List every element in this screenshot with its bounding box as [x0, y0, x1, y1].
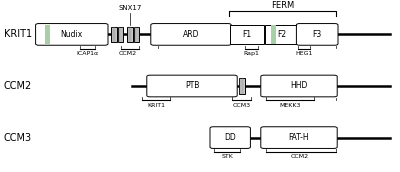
Text: KRIT1: KRIT1 [147, 103, 165, 108]
Text: PTB: PTB [185, 82, 199, 90]
Text: FERM: FERM [271, 1, 294, 10]
Text: ARD: ARD [183, 30, 199, 39]
FancyBboxPatch shape [261, 127, 337, 148]
Bar [118, 27, 123, 42]
Text: CCM2: CCM2 [290, 154, 308, 159]
Text: ICAP1α: ICAP1α [76, 51, 98, 56]
Text: STK: STK [221, 154, 233, 159]
Text: MEKK3: MEKK3 [279, 103, 301, 108]
Bar [271, 25, 276, 44]
Text: F3: F3 [312, 30, 322, 39]
FancyBboxPatch shape [265, 25, 299, 44]
FancyBboxPatch shape [261, 75, 337, 97]
Bar [45, 25, 50, 44]
Text: HEG1: HEG1 [295, 51, 313, 56]
Text: CCM2: CCM2 [118, 51, 136, 56]
Bar [127, 27, 133, 42]
FancyBboxPatch shape [147, 75, 237, 97]
FancyBboxPatch shape [36, 24, 108, 45]
FancyBboxPatch shape [296, 24, 338, 45]
Text: DD: DD [224, 133, 236, 142]
FancyBboxPatch shape [151, 24, 231, 45]
Bar [111, 27, 117, 42]
Text: CCM3: CCM3 [232, 103, 250, 108]
Text: KRIT1: KRIT1 [4, 29, 32, 39]
Text: CCM2: CCM2 [4, 81, 32, 91]
Text: Rap1: Rap1 [243, 51, 259, 56]
Text: FAT-H: FAT-H [289, 133, 309, 142]
FancyBboxPatch shape [210, 127, 250, 148]
Bar [239, 78, 245, 94]
Text: HHD: HHD [290, 82, 308, 90]
Text: SNX17: SNX17 [119, 5, 142, 11]
FancyBboxPatch shape [230, 25, 264, 44]
Text: CCM3: CCM3 [4, 133, 32, 143]
Text: F1: F1 [242, 30, 252, 39]
Bar [134, 27, 139, 42]
Text: F2: F2 [277, 30, 286, 39]
Text: Nudix: Nudix [61, 30, 83, 39]
